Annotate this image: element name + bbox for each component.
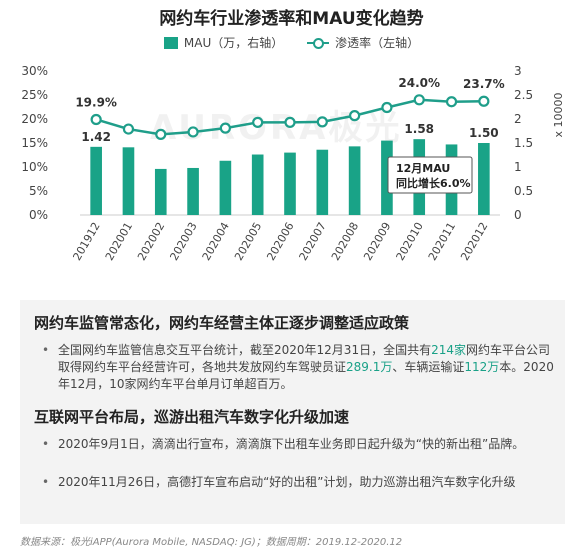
x-axis-tick-label: 202009 bbox=[361, 220, 393, 263]
penetration-point bbox=[478, 95, 490, 107]
right-axis-tick-label: 0.5 bbox=[514, 184, 533, 198]
callout-line1: 12月MAU bbox=[396, 162, 450, 175]
mau-bar bbox=[154, 168, 167, 215]
penetration-point bbox=[413, 94, 425, 106]
x-axis-tick-label: 202008 bbox=[329, 220, 361, 263]
data-source-footer: 数据来源：极光iAPP(Aurora Mobile, NASDAQ: JG)；数… bbox=[20, 537, 403, 548]
bullet-didi: 2020年9月1日，滴滴出行宣布，滴滴旗下出租车业务即日起升级为“快的新出租”品… bbox=[42, 436, 558, 453]
mau-bar bbox=[90, 146, 102, 215]
callout-line2: 同比增长6.0% bbox=[396, 176, 471, 190]
legend-item-mau: MAU（万，右轴） bbox=[163, 34, 284, 51]
highlight-number: 112万 bbox=[464, 360, 500, 374]
x-axis-tick-label: 202001 bbox=[103, 220, 135, 263]
mau-data-label: 1.58 bbox=[404, 122, 434, 136]
x-axis-tick-label: 202006 bbox=[264, 220, 296, 263]
x-axis-tick-label: 202004 bbox=[200, 220, 232, 263]
bullet-text: 本。2020年12月，10家网约车平台单月订单超百万。 bbox=[58, 360, 554, 391]
x-axis-tick-label: 202007 bbox=[297, 220, 329, 263]
bullet-text: 、车辆运输证 bbox=[392, 360, 465, 374]
bullet-text: 网约车平台公司取得网约车平台经营许可，各地共发放网约车驾驶员证 bbox=[58, 343, 551, 374]
left-axis-tick-label: 0% bbox=[29, 208, 48, 222]
left-axis-tick-label: 25% bbox=[21, 88, 48, 102]
penetration-point bbox=[122, 123, 135, 135]
bullet-text: 2020年11月26日，高德打车宣布启动“好的出租”计划，助力巡游出租汽车数字化… bbox=[58, 475, 516, 489]
chart-legend: MAU（万，右轴） 渗透率（左轴） bbox=[0, 34, 583, 52]
left-axis-tick-label: 20% bbox=[21, 112, 48, 126]
left-axis-tick-label: 5% bbox=[29, 184, 48, 198]
callout-box bbox=[387, 156, 473, 194]
penetration-point bbox=[90, 113, 102, 126]
right-axis-tick-label: 2.5 bbox=[514, 88, 533, 102]
right-axis-tick-label: 2 bbox=[514, 112, 522, 126]
penetration-data-label: 19.9% bbox=[75, 95, 117, 109]
left-axis-tick-label: 30% bbox=[21, 64, 48, 78]
penetration-data-label: 24.0% bbox=[398, 76, 440, 90]
x-axis-tick-label: 202012 bbox=[458, 220, 490, 263]
penetration-data-label: 23.7% bbox=[463, 77, 505, 91]
x-axis-tick-label: 201912 bbox=[70, 220, 102, 263]
penetration-point bbox=[219, 122, 231, 134]
legend-line-swatch bbox=[307, 37, 330, 49]
mau-bar bbox=[348, 146, 361, 215]
mau-bar bbox=[251, 154, 264, 215]
penetration-point bbox=[316, 116, 328, 128]
x-axis-tick-label: 202011 bbox=[426, 220, 458, 263]
mau-bar bbox=[219, 160, 232, 215]
bullet-regulation: 全国网约车监管信息交互平台统计，截至2020年12月31日，全国共有214家网约… bbox=[42, 342, 558, 393]
penetration-point bbox=[187, 126, 199, 138]
combo-chart: 0% 5% 10% 15% 20% 25% 30% 0 0.5 1 1.5 2 2.5 3 x 10000 1… bbox=[21, 64, 565, 263]
right-axis-tick-label: 1 bbox=[514, 160, 522, 174]
bullet-amap: 2020年11月26日，高德打车宣布启动“好的出租”计划，助力巡游出租汽车数字化… bbox=[42, 474, 558, 491]
highlight-number: 289.1万 bbox=[346, 360, 393, 374]
mau-bar bbox=[316, 149, 329, 215]
left-axis-tick-label: 15% bbox=[21, 136, 48, 150]
bullet-text: 2020年9月1日，滴滴出行宣布，滴滴旗下出租车业务即日起升级为“快的新出租”品… bbox=[58, 437, 525, 451]
legend-item-penetration: 渗透率（左轴） bbox=[307, 34, 419, 51]
section-title-regulation: 网约车监管常态化，网约车经营主体正逐步调整适应政策 bbox=[34, 314, 410, 332]
chart-title: 网约车行业渗透率和MAU变化趋势 bbox=[159, 9, 424, 29]
penetration-point bbox=[445, 96, 458, 108]
right-axis-tick-label: 3 bbox=[514, 64, 522, 78]
penetration-point bbox=[284, 116, 296, 128]
mau-bar bbox=[284, 152, 296, 215]
penetration-point bbox=[252, 116, 264, 128]
mau-bar bbox=[478, 143, 490, 215]
highlight-number: 214家 bbox=[431, 343, 466, 357]
x-axis-tick-label: 202005 bbox=[232, 220, 264, 263]
legend-label-penetration: 渗透率（左轴） bbox=[335, 36, 420, 50]
bullet-text: 全国网约车监管信息交互平台统计，截至2020年12月31日，全国共有 bbox=[58, 343, 432, 357]
x-axis-tick-label: 202010 bbox=[394, 220, 426, 263]
right-axis-tick-label: 1.5 bbox=[514, 136, 533, 150]
mau-bar bbox=[187, 167, 199, 215]
penetration-point bbox=[349, 110, 361, 122]
section-title-platform: 互联网平台布局，巡游出租汽车数字化升级加速 bbox=[34, 408, 350, 426]
penetration-point bbox=[381, 101, 393, 114]
right-axis-unit-label: x 10000 bbox=[552, 92, 565, 137]
mau-bar bbox=[381, 140, 393, 215]
x-axis-tick-label: 202002 bbox=[135, 220, 167, 263]
legend-label-mau: MAU（万，右轴） bbox=[183, 36, 284, 50]
right-axis-tick-label: 0 bbox=[514, 208, 522, 222]
left-axis-tick-label: 10% bbox=[21, 160, 48, 174]
summary-panel: 网约车监管常态化，网约车经营主体正逐步调整适应政策 全国网约车监管信息交互平台统… bbox=[20, 300, 565, 524]
mau-bar bbox=[122, 147, 135, 215]
mau-data-label: 1.42 bbox=[81, 130, 111, 144]
x-axis-tick-label: 202003 bbox=[167, 220, 199, 263]
legend-bar-swatch bbox=[163, 36, 178, 49]
penetration-point bbox=[155, 128, 167, 140]
mau-data-label: 1.50 bbox=[469, 126, 499, 140]
